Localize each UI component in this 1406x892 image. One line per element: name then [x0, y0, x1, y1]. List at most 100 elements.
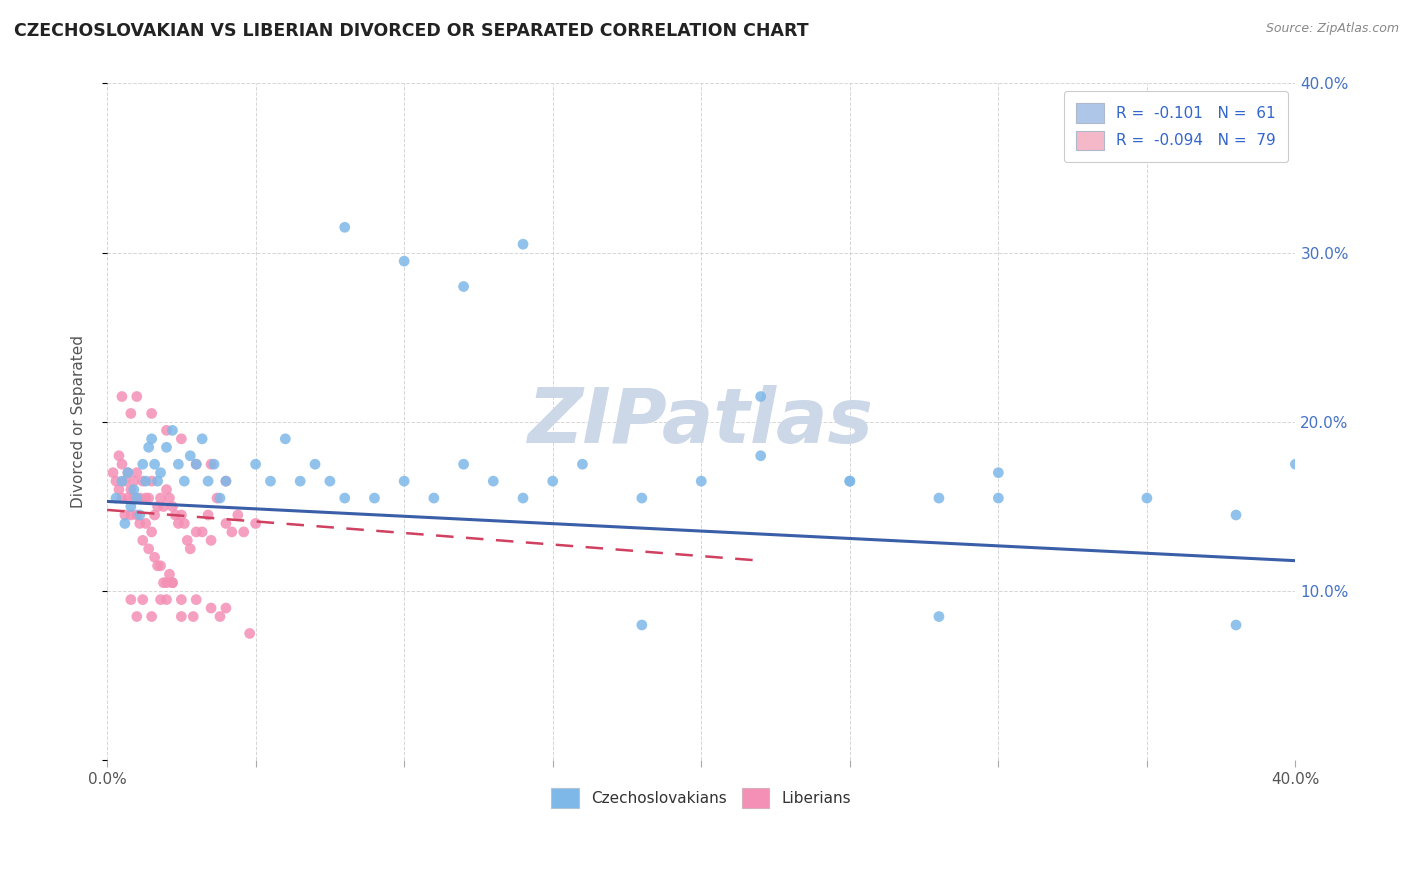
Point	[838, 474, 860, 488]
Point	[111, 491, 134, 505]
Point	[512, 491, 534, 505]
Point	[749, 449, 772, 463]
Point	[143, 508, 166, 522]
Point	[120, 592, 142, 607]
Point	[173, 474, 195, 488]
Point	[333, 491, 356, 505]
Point	[141, 432, 163, 446]
Point	[128, 491, 150, 505]
Point	[108, 449, 131, 463]
Point	[104, 474, 127, 488]
Point	[132, 457, 155, 471]
Point	[141, 609, 163, 624]
Point	[135, 516, 157, 531]
Point	[132, 592, 155, 607]
Point	[162, 500, 184, 514]
Point	[122, 483, 145, 497]
Point	[181, 609, 204, 624]
Point	[1284, 457, 1306, 471]
Point	[186, 457, 208, 471]
Point	[290, 474, 312, 488]
Point	[208, 491, 231, 505]
Point	[690, 474, 713, 488]
Point	[155, 483, 177, 497]
Point	[226, 508, 249, 522]
Point	[152, 500, 174, 514]
Y-axis label: Divorced or Separated: Divorced or Separated	[72, 335, 86, 508]
Point	[135, 491, 157, 505]
Point	[170, 432, 193, 446]
Point	[149, 466, 172, 480]
Text: CZECHOSLOVAKIAN VS LIBERIAN DIVORCED OR SEPARATED CORRELATION CHART: CZECHOSLOVAKIAN VS LIBERIAN DIVORCED OR …	[14, 22, 808, 40]
Point	[146, 558, 169, 573]
Point	[186, 592, 208, 607]
Point	[117, 466, 139, 480]
Point	[631, 618, 654, 632]
Point	[155, 575, 177, 590]
Point	[132, 474, 155, 488]
Point	[200, 601, 222, 615]
Point	[143, 457, 166, 471]
Point	[200, 533, 222, 548]
Point	[215, 601, 238, 615]
Point	[202, 457, 225, 471]
Point	[125, 390, 148, 404]
Point	[152, 575, 174, 590]
Point	[167, 457, 190, 471]
Point	[135, 474, 157, 488]
Point	[1136, 491, 1159, 505]
Point	[749, 390, 772, 404]
Point	[245, 516, 267, 531]
Point	[149, 558, 172, 573]
Point	[179, 449, 201, 463]
Point	[141, 407, 163, 421]
Point	[108, 483, 131, 497]
Point	[125, 491, 148, 505]
Point	[138, 491, 160, 505]
Point	[120, 483, 142, 497]
Point	[125, 609, 148, 624]
Point	[274, 432, 297, 446]
Point	[155, 440, 177, 454]
Point	[987, 491, 1010, 505]
Point	[176, 533, 198, 548]
Point	[162, 575, 184, 590]
Text: ZIPatlas: ZIPatlas	[529, 385, 875, 458]
Point	[392, 474, 415, 488]
Point	[928, 609, 950, 624]
Point	[453, 279, 475, 293]
Point	[162, 575, 184, 590]
Point	[173, 516, 195, 531]
Point	[128, 516, 150, 531]
Point	[141, 474, 163, 488]
Point	[165, 508, 187, 522]
Point	[162, 423, 184, 437]
Point	[197, 474, 219, 488]
Point	[232, 524, 254, 539]
Point	[132, 533, 155, 548]
Point	[170, 508, 193, 522]
Point	[197, 508, 219, 522]
Point	[170, 592, 193, 607]
Point	[104, 491, 127, 505]
Point	[928, 491, 950, 505]
Point	[114, 474, 136, 488]
Point	[319, 474, 342, 488]
Point	[571, 457, 593, 471]
Point	[122, 474, 145, 488]
Point	[423, 491, 446, 505]
Point	[170, 609, 193, 624]
Point	[155, 592, 177, 607]
Point	[120, 500, 142, 514]
Point	[111, 390, 134, 404]
Point	[186, 524, 208, 539]
Point	[114, 516, 136, 531]
Point	[392, 254, 415, 268]
Point	[155, 423, 177, 437]
Point	[363, 491, 385, 505]
Point	[1225, 508, 1247, 522]
Point	[512, 237, 534, 252]
Point	[120, 508, 142, 522]
Text: Source: ZipAtlas.com: Source: ZipAtlas.com	[1265, 22, 1399, 36]
Point	[191, 432, 214, 446]
